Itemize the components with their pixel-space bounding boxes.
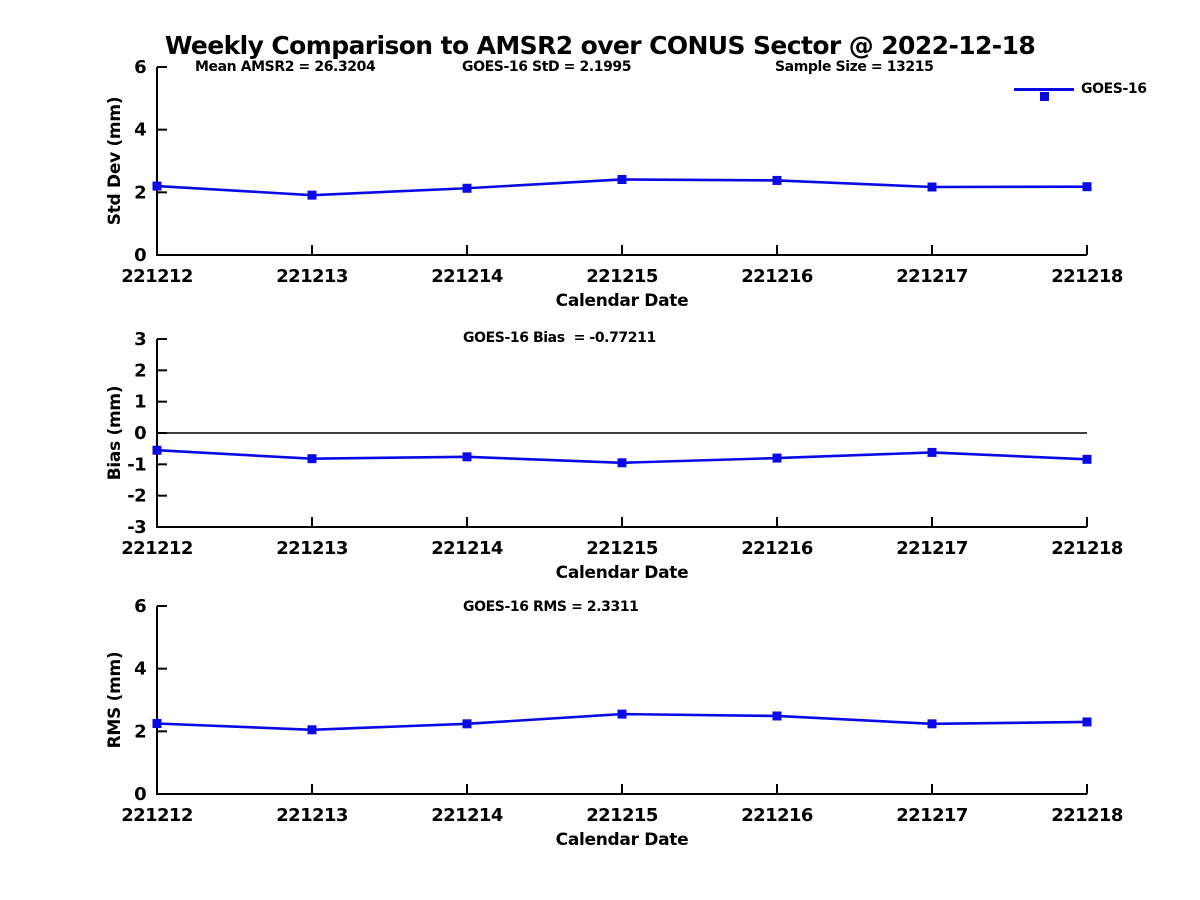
y-tick-label: 0 xyxy=(134,423,146,444)
annotation-goes16-bias: GOES-16 Bias = -0.77211 xyxy=(463,330,656,346)
x-tick-label: 221213 xyxy=(276,266,348,287)
x-tick-label: 221218 xyxy=(1051,266,1123,287)
x-tick-label: 221215 xyxy=(586,538,658,559)
x-tick-label: 221218 xyxy=(1051,538,1123,559)
legend-label: GOES-16 xyxy=(1081,81,1147,97)
data-point-marker xyxy=(927,719,937,729)
y-tick-label: -2 xyxy=(127,486,146,507)
y-tick-label: 0 xyxy=(134,245,146,266)
x-tick-label: 221214 xyxy=(431,538,503,559)
data-point-marker xyxy=(1082,454,1092,464)
y-tick-label: 0 xyxy=(134,784,146,805)
legend-line-sample xyxy=(1014,87,1074,101)
y-tick-label: 2 xyxy=(134,360,146,381)
annotation-sample-size: Sample Size = 13215 xyxy=(775,59,934,75)
x-tick-label: 221212 xyxy=(121,805,193,826)
y-tick-label: 2 xyxy=(134,721,146,742)
x-tick-label: 221213 xyxy=(276,805,348,826)
data-point-marker xyxy=(927,447,937,457)
data-point-marker xyxy=(927,182,937,192)
y-tick-label: 4 xyxy=(134,120,146,141)
data-point-marker xyxy=(772,453,782,463)
y-axis-title: Std Dev (mm) xyxy=(105,97,125,225)
y-axis-title: Bias (mm) xyxy=(105,386,125,481)
figure-title: Weekly Comparison to AMSR2 over CONUS Se… xyxy=(164,31,1036,60)
x-tick-label: 221217 xyxy=(896,266,968,287)
annotation-goes16-std: GOES-16 StD = 2.1995 xyxy=(462,59,632,75)
data-point-marker xyxy=(617,458,627,468)
y-tick-label: 4 xyxy=(134,659,146,680)
y-tick-label: 1 xyxy=(134,392,146,413)
x-tick-label: 221212 xyxy=(121,538,193,559)
data-point-marker xyxy=(772,711,782,721)
x-tick-label: 221215 xyxy=(586,805,658,826)
data-point-marker xyxy=(307,190,317,200)
y-tick-label: -3 xyxy=(127,517,146,538)
x-tick-label: 221214 xyxy=(431,266,503,287)
x-tick-label: 221215 xyxy=(586,266,658,287)
x-tick-label: 221217 xyxy=(896,805,968,826)
x-tick-label: 221214 xyxy=(431,805,503,826)
data-point-marker xyxy=(462,719,472,729)
x-axis-title: Calendar Date xyxy=(556,830,689,850)
data-point-marker xyxy=(617,174,627,184)
data-point-marker xyxy=(772,175,782,185)
data-point-marker xyxy=(462,183,472,193)
x-tick-label: 221213 xyxy=(276,538,348,559)
legend: GOES-16 xyxy=(1014,80,1147,101)
x-tick-label: 221217 xyxy=(896,538,968,559)
x-axis-title: Calendar Date xyxy=(556,563,689,583)
data-point-marker xyxy=(617,709,627,719)
data-point-marker xyxy=(1082,717,1092,727)
y-tick-label: -1 xyxy=(127,454,146,475)
data-point-marker xyxy=(152,445,162,455)
y-tick-label: 6 xyxy=(134,57,146,78)
annotation-goes16-rms: GOES-16 RMS = 2.3311 xyxy=(463,599,639,615)
data-point-marker xyxy=(152,181,162,191)
x-tick-label: 221216 xyxy=(741,538,813,559)
data-point-marker xyxy=(307,725,317,735)
y-tick-label: 2 xyxy=(134,182,146,203)
data-point-marker xyxy=(1082,182,1092,192)
x-tick-label: 221216 xyxy=(741,266,813,287)
y-tick-label: 3 xyxy=(134,329,146,350)
x-axis-title: Calendar Date xyxy=(556,291,689,311)
y-axis-title: RMS (mm) xyxy=(105,652,125,749)
y-tick-label: 6 xyxy=(134,596,146,617)
annotation-mean-amsr2: Mean AMSR2 = 26.3204 xyxy=(195,59,376,75)
data-point-marker xyxy=(307,454,317,464)
legend-square-marker-icon xyxy=(1040,91,1049,101)
x-tick-label: 221216 xyxy=(741,805,813,826)
x-tick-label: 221218 xyxy=(1051,805,1123,826)
x-tick-label: 221212 xyxy=(121,266,193,287)
data-point-marker xyxy=(152,719,162,728)
data-point-marker xyxy=(462,452,472,462)
